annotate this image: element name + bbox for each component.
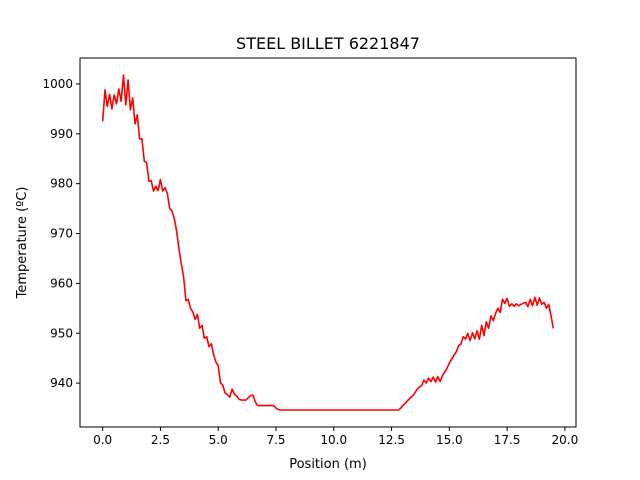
x-tick-label: 7.5: [266, 433, 285, 447]
y-tick-label: 1000: [42, 77, 73, 91]
x-tick-label: 20.0: [552, 433, 579, 447]
x-tick-label: 17.5: [494, 433, 521, 447]
x-tick-label: 10.0: [320, 433, 347, 447]
y-tick-label: 940: [50, 376, 73, 390]
x-axis-label: Position (m): [289, 457, 367, 472]
axes-frame: [79, 57, 577, 428]
plot-area: [101, 74, 555, 411]
x-tick-label: 5.0: [209, 433, 228, 447]
x-tick-label: 15.0: [436, 433, 463, 447]
chart-title: STEEL BILLET 6221847: [236, 34, 420, 53]
y-tick-label: 990: [50, 127, 73, 141]
y-tick-label: 960: [50, 276, 73, 290]
y-tick-label: 970: [50, 227, 73, 241]
y-axis-label: Temperature (ºC): [15, 187, 30, 300]
x-tick-label: 2.5: [151, 433, 170, 447]
y-axis-ticks: 940 950 960 970 980 990 1000: [42, 77, 80, 390]
y-tick-label: 980: [50, 177, 73, 191]
x-tick-label: 12.5: [378, 433, 405, 447]
temperature-series-line: [101, 74, 555, 411]
x-tick-label: 0.0: [93, 433, 112, 447]
x-axis-ticks: 0.0 2.5 5.0 7.5 10.0 12.5 15.0 17.5 20.0: [93, 427, 578, 447]
y-tick-label: 950: [50, 326, 73, 340]
